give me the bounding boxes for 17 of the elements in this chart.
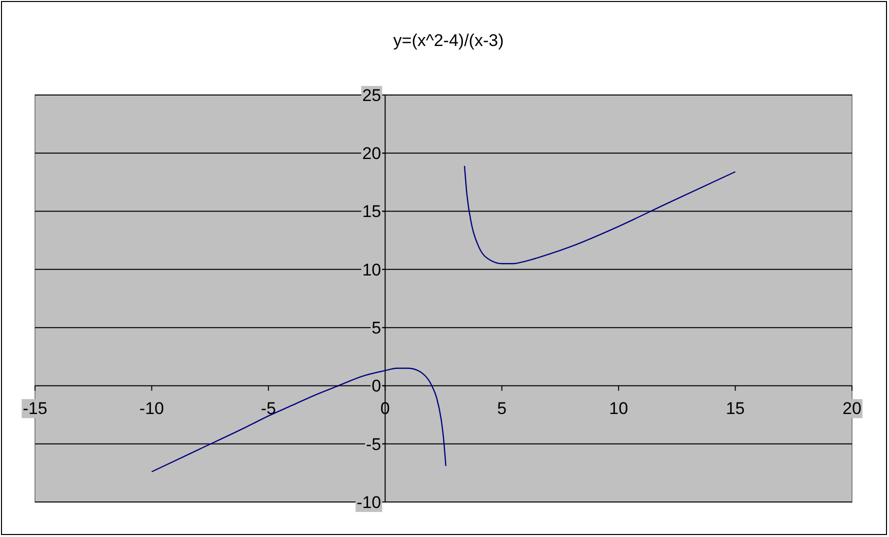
y-tick-label: -5 (366, 434, 382, 454)
y-tick-label: 20 (362, 144, 382, 164)
x-tick-label: 10 (609, 399, 628, 418)
y-tick-label: -10 (356, 492, 382, 512)
x-tick-label: -15 (22, 399, 48, 418)
y-tick-label: 15 (362, 202, 382, 222)
x-tick-label: 20 (842, 399, 862, 418)
line-series (464, 165, 736, 264)
y-tick-label: 10 (362, 260, 382, 280)
y-tick-label: 5 (372, 318, 382, 338)
x-tick-label: 15 (726, 399, 745, 418)
x-tick-label: 5 (497, 399, 507, 418)
y-tick-label: 25 (362, 86, 382, 105)
x-tick-label: -5 (260, 399, 276, 418)
chart-title: y=(x^2-4)/(x-3) (393, 31, 504, 50)
y-tick-label: 0 (372, 376, 382, 396)
x-tick-label: -10 (139, 399, 164, 418)
